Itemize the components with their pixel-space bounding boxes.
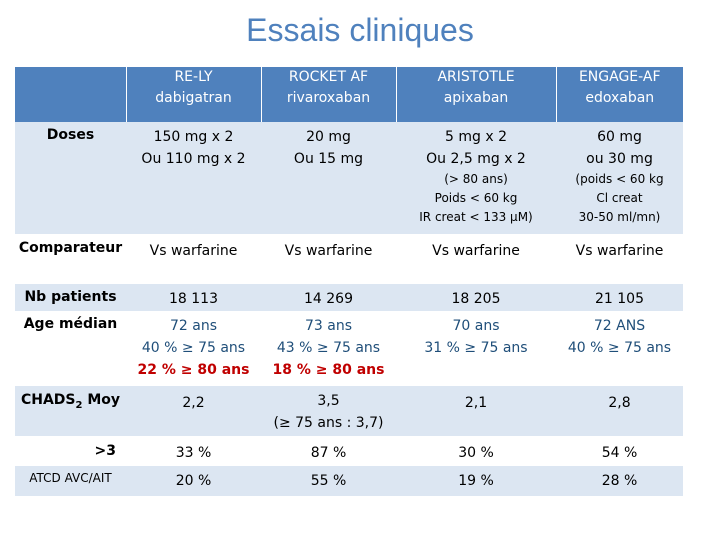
cell-atcd: 19 % (396, 466, 556, 496)
age-line-emphasis: 18 % ≥ 80 ans (272, 362, 385, 378)
cell-doses-rely: 150 mg x 2 Ou 110 mg x 2 (126, 122, 261, 234)
row-label-atcd: ATCD AVC/AIT (15, 466, 126, 496)
age-line: 31 % ≥ 75 ans (424, 340, 528, 356)
cell-chads-rocket: 3,5 (≥ 75 ans : 3,7) (261, 386, 396, 436)
dose-line: Ou 2,5 mg x 2 (426, 151, 526, 167)
row-label-doses: Doses (15, 122, 126, 234)
cell-gt3: 54 % (556, 436, 683, 466)
cell-chads-engage: 2,8 (556, 386, 683, 436)
row-chads2: CHADS2 Moy 2,2 3,5 (≥ 75 ans : 3,7) 2,1 2… (15, 386, 683, 436)
cell-chads-rely: 2,2 (126, 386, 261, 436)
header-row: RE-LY dabigatran ROCKET AF rivaroxaban ARI… (15, 67, 683, 122)
dose-note: (> 80 ans) (444, 172, 508, 186)
age-line: 40 % ≥ 75 ans (141, 340, 246, 356)
row-atcd: ATCD AVC/AIT 20 % 55 % 19 % 28 % (15, 466, 683, 496)
age-line-emphasis: 22 % ≥ 80 ans (137, 362, 250, 378)
cell-doses-engage: 60 mg ou 30 mg (poids < 60 kg Cl creat 30… (556, 122, 683, 234)
chads-subscript: 2 (75, 399, 83, 411)
dose-line: 20 mg (306, 129, 351, 145)
cell-doses-rocket: 20 mg Ou 15 mg (261, 122, 396, 234)
cell-gt3: 87 % (261, 436, 396, 466)
header-aristotle: ARISTOTLE apixaban (395, 67, 556, 122)
dose-note: 30-50 ml/mn) (578, 210, 661, 224)
row-nb-patients: Nb patients 18 113 14 269 18 205 21 105 (15, 284, 683, 311)
cell-nb-patients: 14 269 (261, 284, 396, 311)
cell-nb-patients: 18 113 (126, 284, 261, 311)
chads-line: (≥ 75 ans : 3,7) (273, 415, 384, 431)
trial-name: ENGAGE-AF (578, 69, 661, 85)
cell-comparateur: Vs warfarine (126, 234, 261, 284)
row-gt3: >3 33 % 87 % 30 % 54 % (15, 436, 683, 466)
drug-name: apixaban (443, 90, 509, 106)
chads-label-end: Moy (82, 392, 121, 408)
age-line: 72 ans (169, 318, 217, 334)
dose-line: 150 mg x 2 (153, 129, 234, 145)
cell-atcd: 20 % (126, 466, 261, 496)
cell-gt3: 30 % (396, 436, 556, 466)
cell-age-engage: 72 ANS 40 % ≥ 75 ans (556, 311, 683, 386)
chads-line: 3,5 (317, 393, 340, 409)
cell-nb-patients: 21 105 (556, 284, 683, 311)
cell-comparateur: Vs warfarine (396, 234, 556, 284)
cell-nb-patients: 18 205 (396, 284, 556, 311)
cell-atcd: 28 % (556, 466, 683, 496)
row-label-chads2: CHADS2 Moy (15, 386, 126, 436)
cell-gt3: 33 % (126, 436, 261, 466)
row-label-gt3: >3 (15, 436, 126, 466)
dose-line: ou 30 mg (586, 151, 653, 167)
row-label-nb-patients: Nb patients (15, 284, 126, 311)
header-rocket: ROCKET AF rivaroxaban (260, 67, 396, 122)
cell-age-rely: 72 ans 40 % ≥ 75 ans 22 % ≥ 80 ans (126, 311, 261, 386)
drug-name: edoxaban (585, 90, 655, 106)
dose-line: 5 mg x 2 (445, 129, 507, 145)
dose-note: (poids < 60 kg (575, 172, 664, 186)
trial-name: ROCKET AF (288, 69, 369, 85)
row-age-median: Age médian 72 ans 40 % ≥ 75 ans 22 % ≥ 80 … (15, 311, 683, 386)
age-line: 40 % ≥ 75 ans (567, 340, 672, 356)
drug-name: rivaroxaban (286, 90, 371, 106)
age-line: 70 ans (452, 318, 500, 334)
dose-note: IR creat < 133 µM) (419, 210, 533, 224)
dose-line: 60 mg (597, 129, 642, 145)
trial-name: ARISTOTLE (437, 69, 515, 85)
age-line: 73 ans (304, 318, 352, 334)
clinical-trials-table: RE-LY dabigatran ROCKET AF rivaroxaban ARI… (15, 67, 683, 496)
cell-comparateur: Vs warfarine (261, 234, 396, 284)
cell-doses-aristotle: 5 mg x 2 Ou 2,5 mg x 2 (> 80 ans) Poids <… (396, 122, 556, 234)
header-engage: ENGAGE-AF edoxaban (555, 67, 683, 122)
chads-label: CHADS (20, 392, 76, 408)
trial-name: RE-LY (174, 69, 213, 85)
header-corner (15, 67, 126, 122)
drug-name: dabigatran (155, 90, 232, 106)
age-line: 43 % ≥ 75 ans (276, 340, 381, 356)
row-label-age: Age médian (15, 311, 126, 386)
dose-note: Poids < 60 kg (434, 191, 518, 205)
dose-line: Ou 15 mg (293, 151, 364, 167)
page-title: Essais cliniques (246, 12, 474, 48)
cell-comparateur: Vs warfarine (556, 234, 683, 284)
age-line: 72 ANS (593, 318, 646, 334)
cell-age-rocket: 73 ans 43 % ≥ 75 ans 18 % ≥ 80 ans (261, 311, 396, 386)
header-rely: RE-LY dabigatran (125, 67, 261, 122)
cell-atcd: 55 % (261, 466, 396, 496)
dose-note: Cl creat (596, 191, 643, 205)
row-label-comparateur: Comparateur (15, 234, 126, 284)
row-doses: Doses 150 mg x 2 Ou 110 mg x 2 20 mg Ou 15… (15, 122, 683, 234)
row-comparateur: Comparateur Vs warfarine Vs warfarine Vs… (15, 234, 683, 284)
cell-chads-aristotle: 2,1 (396, 386, 556, 436)
dose-line: Ou 110 mg x 2 (141, 151, 246, 167)
cell-age-aristotle: 70 ans 31 % ≥ 75 ans (396, 311, 556, 386)
